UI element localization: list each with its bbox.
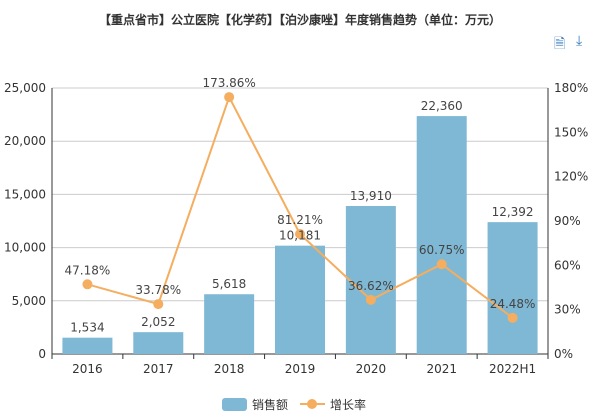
y-right-tick: 60%: [554, 258, 581, 272]
growth-label: 24.48%: [490, 297, 536, 311]
bar-label: 2,052: [141, 315, 175, 329]
download-icon[interactable]: ⤓: [576, 33, 583, 49]
legend-bar-label: 销售额: [252, 397, 288, 412]
y-right-tick: 150%: [554, 125, 588, 139]
x-tick-label: 2016: [72, 362, 103, 376]
bar-label: 5,618: [212, 277, 246, 291]
growth-label: 36.62%: [348, 279, 394, 293]
growth-label: 173.86%: [202, 76, 255, 90]
bar-label: 13,910: [350, 189, 392, 203]
y-left-tick: 5,000: [12, 294, 46, 308]
x-tick-label: 2017: [143, 362, 174, 376]
document-icon[interactable]: 🗎: [554, 36, 566, 52]
bar: [345, 205, 396, 354]
bar-label: 12,392: [492, 205, 534, 219]
legend-line-marker: [307, 399, 317, 409]
legend-line-label: 增长率: [330, 397, 366, 412]
y-right-tick: 120%: [554, 170, 588, 184]
growth-point: [82, 279, 93, 290]
bar-label: 1,534: [70, 321, 104, 335]
bar: [416, 116, 467, 354]
x-tick-label: 2019: [285, 362, 316, 376]
growth-label: 60.75%: [419, 243, 465, 257]
x-tick-label: 2018: [214, 362, 245, 376]
growth-label: 81.21%: [277, 213, 323, 227]
x-tick-label: 2021: [426, 362, 457, 376]
growth-point: [295, 228, 305, 239]
y-right-tick: 0%: [554, 347, 573, 361]
growth-point: [436, 259, 447, 270]
bar: [133, 332, 184, 354]
growth-point: [224, 92, 235, 103]
y-right-tick: 90%: [554, 214, 581, 228]
bar: [62, 337, 113, 354]
y-left-tick: 10,000: [4, 241, 46, 255]
y-left-tick: 25,000: [4, 81, 46, 95]
bar-label: 10,181: [279, 229, 321, 243]
bar: [487, 222, 538, 354]
bar-label: 22,360: [421, 99, 463, 113]
growth-label: 47.18%: [65, 263, 111, 277]
y-right-tick: 180%: [554, 81, 588, 95]
x-tick-label: 2022H1: [489, 362, 536, 376]
bar: [275, 245, 325, 354]
legend-bar-swatch: [222, 398, 247, 411]
y-right-tick: 30%: [554, 303, 581, 317]
growth-point: [153, 299, 164, 310]
bar: [204, 294, 255, 354]
y-left-tick: 15,000: [4, 187, 46, 201]
x-tick-label: 2020: [356, 362, 387, 376]
growth-point: [365, 294, 376, 305]
y-left-tick: 20,000: [4, 134, 46, 148]
growth-label: 33.78%: [135, 283, 181, 297]
y-left-tick: 0: [38, 347, 46, 361]
chart-title: 【重点省市】公立医院【化学药】【泊沙康唑】年度销售趋势（单位：万元）: [98, 13, 501, 27]
growth-point: [507, 312, 518, 323]
